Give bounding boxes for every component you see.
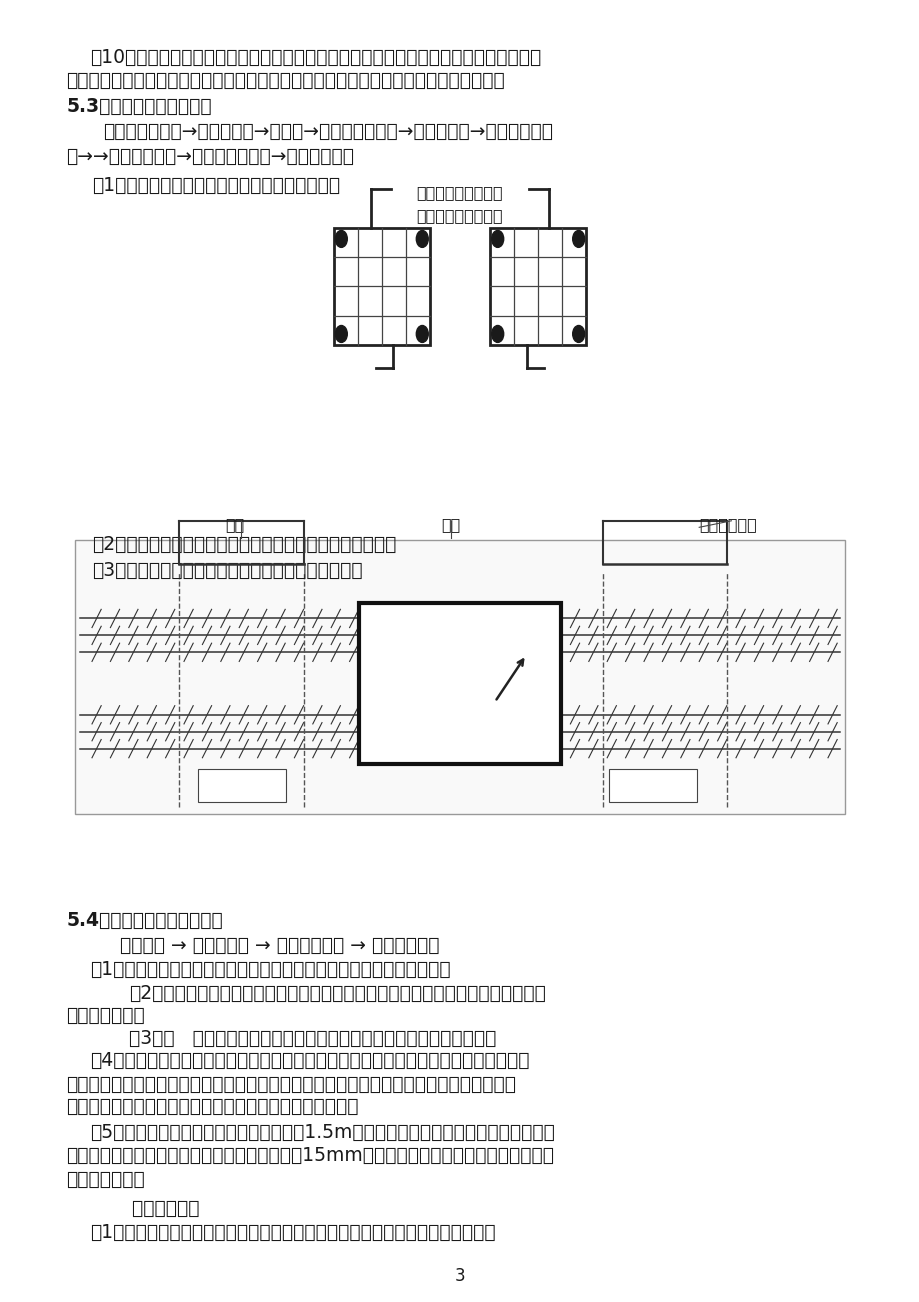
Bar — [608, 769, 697, 802]
Text: （2）在主、次梁受力筋下均应垫垫块，保证保护层的厚度。: （2）在主、次梁受力筋下均应垫垫块，保证保护层的厚度。 — [92, 534, 396, 553]
Bar — [199, 769, 286, 802]
Circle shape — [572, 230, 584, 247]
Text: 出的钉筋。浇砖时专人看管，浇筑后立即对伸出的钉筋进行调整，以保证钉筋位置正确。: 出的钉筋。浇砖时专人看管，浇筑后立即对伸出的钉筋进行调整，以保证钉筋位置正确。 — [66, 70, 505, 90]
Text: 沿竖向相邻两道筐筋: 沿竖向相邻两道筐筋 — [416, 185, 503, 201]
Text: 主梁筐筋: 主梁筐筋 — [224, 769, 259, 785]
Text: 主梁上部纵筋: 主梁上部纵筋 — [698, 517, 756, 533]
Text: （2）、按划好的间距，先摆放受力主筋、后放分布筋。预埋件、电线管、预留孔等: （2）、按划好的间距，先摆放受力主筋、后放分布筋。预埋件、电线管、预留孔等 — [129, 984, 545, 1003]
Text: （3）主次梁交接处，应注意钉筋摆放的次序。如下图: （3）主次梁交接处，应注意钉筋摆放的次序。如下图 — [92, 560, 362, 579]
Text: 5.4、板钉筋绑扎工艺流程：: 5.4、板钉筋绑扎工艺流程： — [66, 911, 222, 930]
Text: 清理模板 → 模板上画线 → 绑板下受力筋 → 绑负弯短钉筋: 清理模板 → 模板上画线 → 绑板下受力筋 → 绑负弯短钉筋 — [119, 935, 438, 954]
Text: （1）套梁筐筋时，要注意筐筋弯钉应交错布置。: （1）套梁筐筋时，要注意筐筋弯钉应交错布置。 — [92, 177, 340, 195]
Circle shape — [416, 230, 428, 247]
Circle shape — [335, 230, 347, 247]
Bar — [334, 228, 430, 345]
Text: 计要求，如设计无要求时，板的保护层厚度应为15mm，鑉筋搭接长度与搭接位置的要求与前: 计要求，如设计无要求时，板的保护层厚度应为15mm，鑉筋搭接长度与搭接位置的要求… — [66, 1147, 553, 1165]
Text: 及时配合安装。: 及时配合安装。 — [66, 1005, 145, 1025]
Text: （10）、合模后，对伸出的墙体钉筋要进行修整，并绑一道临时水平横筋，以固定墙板伸: （10）、合模后，对伸出的墙体钉筋要进行修整，并绑一道临时水平横筋，以固定墙板伸 — [90, 47, 540, 66]
Text: （1）、清理模板上面的杂物，用粉笔在模板上划好主筋，分布筋间距。: （1）、清理模板上面的杂物，用粉笔在模板上划好主筋，分布筋间距。 — [90, 961, 450, 979]
Text: 筋→→绑扎主梁筐筋→穿次梁上层纵筋→绑扎次梁筐筋: 筋→→绑扎主梁筐筋→穿次梁上层纵筋→绑扎次梁筐筋 — [66, 147, 354, 165]
Text: 面所述梁相同。: 面所述梁相同。 — [66, 1169, 145, 1189]
Text: 5.3、梁钉筋绑扎工艺流程: 5.3、梁钉筋绑扎工艺流程 — [66, 98, 211, 116]
Circle shape — [572, 326, 584, 342]
Text: 六、保证项目: 六、保证项目 — [106, 1198, 199, 1217]
Text: 的平面位置交错放置: 的平面位置交错放置 — [416, 208, 503, 224]
Circle shape — [491, 230, 504, 247]
Text: （4）、绑扎板筋时一般用顺扣或八字扣，除外围两根筋的相交点应全部绑扎外，其余各: （4）、绑扎板筋时一般用顺扣或八字扣，除外围两根筋的相交点应全部绑扎外，其余各 — [90, 1052, 529, 1070]
Text: 次梁: 次梁 — [441, 517, 460, 533]
Text: （5）、在鑉筋的下面垫好砂浆垫块，间距1.5m。垫块的厚度等于保护层厚度，应满足设: （5）、在鑉筋的下面垫好砂浆垫块，间距1.5m。垫块的厚度等于保护层厚度，应满足… — [90, 1122, 554, 1142]
Circle shape — [335, 326, 347, 342]
Text: 主梁下部纵筋: 主梁下部纵筋 — [626, 769, 679, 785]
Circle shape — [416, 326, 428, 342]
Text: 3: 3 — [454, 1267, 465, 1285]
Text: 以确保上部钉筋的位置。负弯矩鑉筋每个相交点均要绑扎。: 以确保上部钉筋的位置。负弯矩鑉筋每个相交点均要绑扎。 — [66, 1096, 358, 1116]
Bar — [489, 228, 586, 345]
Text: （1）、鑉筋的品种和性能以及焊条的牌号、性能，应符合设计和施工规范要求。: （1）、鑉筋的品种和性能以及焊条的牌号、性能，应符合设计和施工规范要求。 — [90, 1224, 495, 1242]
Text: 点可交错绑扎（双向板相交点须全部绑扎）。如板为双层钉筋，两层筋之间须加钉筋马凳，: 点可交错绑扎（双向板相交点须全部绑扎）。如板为双层钉筋，两层筋之间须加钉筋马凳， — [66, 1075, 516, 1094]
Text: 穿主梁下层纵筋→画筐筋间距→套筐筋→穿次梁下层纵筋→画筐筋间距→穿主梁上层纵: 穿主梁下层纵筋→画筐筋间距→套筐筋→穿次梁下层纵筋→画筐筋间距→穿主梁上层纵 — [103, 122, 552, 141]
Text: 主梁: 主梁 — [225, 517, 244, 533]
Bar — [75, 540, 844, 814]
Bar — [358, 603, 561, 764]
Circle shape — [491, 326, 504, 342]
Text: （3）、   在现浇板中有板带梁时，应先绑板带梁钉筋，再摆放板钉筋。: （3）、 在现浇板中有板带梁时，应先绑板带梁钉筋，再摆放板钉筋。 — [129, 1029, 495, 1048]
